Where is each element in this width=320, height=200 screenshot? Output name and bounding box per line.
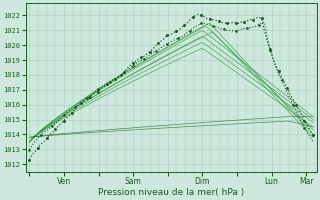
X-axis label: Pression niveau de la mer( hPa ): Pression niveau de la mer( hPa ) [98,188,244,197]
